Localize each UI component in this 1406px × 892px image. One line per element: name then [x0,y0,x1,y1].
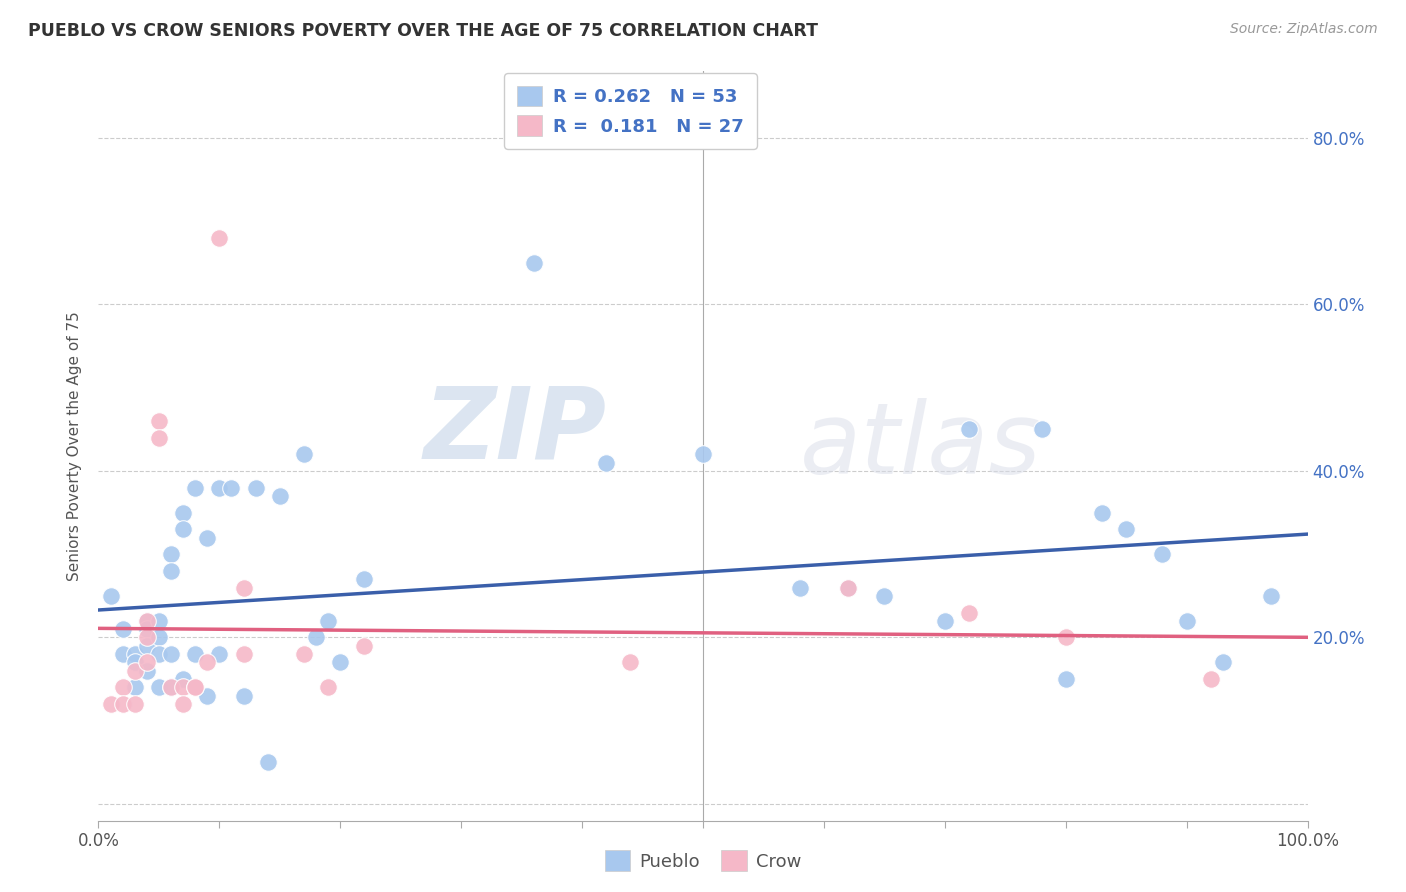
Point [184,647,207,661]
Point [160,681,183,695]
Point [957,422,980,436]
Point [172,697,194,711]
Point [256,756,278,770]
Point [619,656,641,670]
Point [1212,656,1234,670]
Point [135,656,157,670]
Point [148,647,170,661]
Point [1054,672,1077,686]
Text: atlas: atlas [800,398,1042,494]
Point [208,231,231,245]
Point [111,697,134,711]
Point [232,689,254,703]
Point [305,631,328,645]
Point [184,681,207,695]
Point [873,589,896,603]
Point [148,431,170,445]
Point [160,547,183,561]
Point [148,631,170,645]
Point [245,481,267,495]
Point [124,697,146,711]
Point [172,681,194,695]
Text: Source: ZipAtlas.com: Source: ZipAtlas.com [1230,22,1378,37]
Point [184,681,207,695]
Point [837,581,859,595]
Point [1260,589,1282,603]
Point [172,506,194,520]
Point [934,614,956,628]
Point [316,614,339,628]
Point [208,647,231,661]
Point [160,564,183,578]
Point [232,581,254,595]
Point [111,681,134,695]
Point [124,681,146,695]
Point [269,489,291,503]
Point [100,697,122,711]
Point [135,622,157,636]
Point [135,614,157,628]
Legend: Pueblo, Crow: Pueblo, Crow [598,843,808,879]
Point [160,681,183,695]
Point [1031,422,1053,436]
Point [148,414,170,428]
Point [316,681,339,695]
Text: ZIP: ZIP [423,383,606,480]
Point [124,647,146,661]
Point [1175,614,1198,628]
Point [135,614,157,628]
Point [208,481,231,495]
Point [172,522,194,536]
Point [124,656,146,670]
Point [789,581,811,595]
Point [1054,631,1077,645]
Point [111,647,134,661]
Point [184,481,207,495]
Point [221,481,243,495]
Point [160,647,183,661]
Point [100,589,122,603]
Point [329,656,352,670]
Point [1199,672,1222,686]
Legend: R = 0.262   N = 53, R =  0.181   N = 27: R = 0.262 N = 53, R = 0.181 N = 27 [505,73,756,149]
Point [195,656,218,670]
Point [195,531,218,545]
Point [692,447,714,461]
Point [1115,522,1137,536]
Point [135,664,157,678]
Point [111,622,134,636]
Point [353,572,375,586]
Point [148,681,170,695]
Point [1152,547,1174,561]
Point [292,647,315,661]
Point [135,639,157,653]
Point [148,614,170,628]
Point [957,606,980,620]
Point [124,664,146,678]
Point [1091,506,1114,520]
Point [232,647,254,661]
Point [135,631,157,645]
Point [523,256,546,270]
Point [195,689,218,703]
Point [292,447,315,461]
Text: PUEBLO VS CROW SENIORS POVERTY OVER THE AGE OF 75 CORRELATION CHART: PUEBLO VS CROW SENIORS POVERTY OVER THE … [28,22,818,40]
Point [837,581,859,595]
Y-axis label: Seniors Poverty Over the Age of 75: Seniors Poverty Over the Age of 75 [67,311,83,581]
Point [353,639,375,653]
Point [595,456,617,470]
Point [172,672,194,686]
